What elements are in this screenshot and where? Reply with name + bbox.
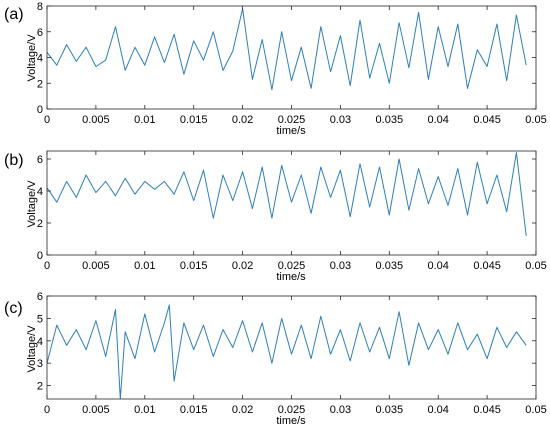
x-tick-label-c: 0.045 xyxy=(473,404,501,416)
panel-label-a: (a) xyxy=(4,6,24,23)
x-tick-label-c: 0.025 xyxy=(278,404,306,416)
x-tick-label-a: 0.04 xyxy=(427,114,448,126)
panel-b: 0 0.005 0.01 0.015 0.02 0.025 0.03 0.035 0.04 0.0… xyxy=(4,150,547,283)
x-tick-label-b: 0.045 xyxy=(473,260,501,272)
y-tick-label-c: 6 xyxy=(37,291,43,303)
axes-a: 0 0.005 0.01 0.015 0.02 0.025 0.03 0.035 0.04 0.0… xyxy=(37,1,547,126)
x-tick-label-a: 0.035 xyxy=(376,114,404,126)
y-tick-label-b: 6 xyxy=(37,154,43,166)
x-tick-label-b: 0.02 xyxy=(232,260,253,272)
data-line-a xyxy=(47,8,527,91)
x-tick-label-b: 0.05 xyxy=(525,260,546,272)
x-tick-label-a: 0.005 xyxy=(82,114,110,126)
x-tick-label-b: 0.01 xyxy=(134,260,155,272)
x-tick-label-c: 0.05 xyxy=(525,404,546,416)
y-tick-label-b: 2 xyxy=(37,218,43,230)
x-axis-label-c: time/s xyxy=(276,415,306,427)
x-tick-label-a: 0.015 xyxy=(180,114,208,126)
panel-c: 0 0.005 0.01 0.015 0.02 0.025 0.03 0.035 0.04 0.0… xyxy=(4,291,547,427)
x-tick-label-c: 0.04 xyxy=(427,404,448,416)
axes-frame-b xyxy=(46,150,537,256)
x-tick-label-b: 0.035 xyxy=(376,260,404,272)
x-axis-label-a: time/s xyxy=(276,125,306,137)
x-tick-label-a: 0 xyxy=(44,114,50,126)
x-tick-label-b: 0.04 xyxy=(427,260,448,272)
x-tick-label-c: 0.005 xyxy=(82,404,110,416)
y-tick-label-b: 4 xyxy=(37,186,43,198)
y-tick-label-c: 4 xyxy=(37,336,43,348)
y-axis-label-c: Voltage/V xyxy=(26,325,38,373)
axes-c: 0 0.005 0.01 0.015 0.02 0.025 0.03 0.035 0.04 0.0… xyxy=(37,291,547,416)
x-tick-label-a: 0.03 xyxy=(330,114,351,126)
y-axis-label-b: Voltage/V xyxy=(26,180,38,228)
x-axis-label-b: time/s xyxy=(276,271,306,283)
y-axis-label-a: Voltage/V xyxy=(26,34,38,82)
x-tick-label-c: 0.035 xyxy=(376,404,404,416)
axes-frame-c xyxy=(46,295,537,400)
x-tick-label-b: 0.03 xyxy=(330,260,351,272)
x-tick-label-a: 0.025 xyxy=(278,114,306,126)
data-line-b xyxy=(47,152,527,236)
x-tick-label-b: 0.005 xyxy=(82,260,110,272)
panel-a: 0 0.005 0.01 0.015 0.02 0.025 0.03 0.035 0.04 0.0… xyxy=(4,1,547,137)
panel-label-b: (b) xyxy=(4,152,24,169)
y-tick-label-c: 3 xyxy=(37,358,43,370)
x-tick-label-a: 0.05 xyxy=(525,114,546,126)
y-tick-label-a: 4 xyxy=(37,53,43,65)
x-tick-label-a: 0.02 xyxy=(232,114,253,126)
x-tick-label-c: 0.01 xyxy=(134,404,155,416)
panel-label-c: (c) xyxy=(4,300,23,317)
x-tick-label-c: 0.015 xyxy=(180,404,208,416)
x-tick-label-c: 0.02 xyxy=(232,404,253,416)
x-tick-label-a: 0.01 xyxy=(134,114,155,126)
data-line-c xyxy=(47,304,527,399)
y-tick-label-a: 6 xyxy=(37,27,43,39)
x-tick-label-b: 0.015 xyxy=(180,260,208,272)
y-tick-label-a: 0 xyxy=(37,104,43,116)
x-tick-label-c: 0.03 xyxy=(330,404,351,416)
y-tick-label-c: 5 xyxy=(37,313,43,325)
x-tick-label-a: 0.045 xyxy=(473,114,501,126)
y-tick-label-a: 8 xyxy=(37,1,43,13)
axes-b: 0 0.005 0.01 0.015 0.02 0.025 0.03 0.035 0.04 0.0… xyxy=(37,150,547,272)
y-tick-label-b: 0 xyxy=(37,250,43,262)
x-tick-label-b: 0 xyxy=(44,260,50,272)
y-tick-label-c: 2 xyxy=(37,381,43,393)
x-tick-label-c: 0 xyxy=(44,404,50,416)
x-tick-label-b: 0.025 xyxy=(278,260,306,272)
y-tick-label-a: 2 xyxy=(37,78,43,90)
